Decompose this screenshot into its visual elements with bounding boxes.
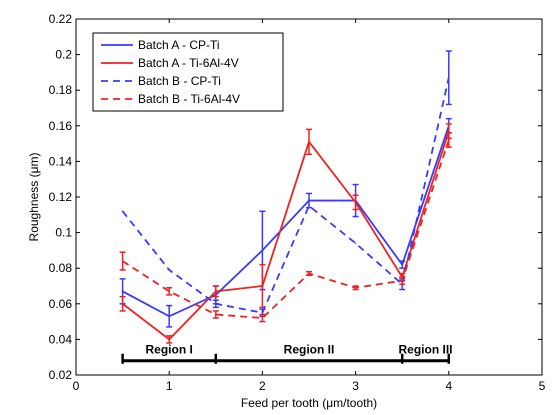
- y-tick-label: 0.1: [55, 226, 72, 240]
- series-2: [119, 123, 452, 344]
- legend-label: Batch A - CP-Ti: [138, 38, 220, 52]
- y-tick-label: 0.16: [49, 119, 73, 133]
- y-tick-label: 0.08: [49, 261, 73, 275]
- x-tick-label: 4: [445, 379, 452, 393]
- y-tick-label: 0.12: [49, 190, 73, 204]
- data-point: [308, 205, 310, 207]
- x-axis-label: Feed per tooth (μm/tooth): [241, 396, 377, 410]
- x-tick-label: 5: [539, 379, 546, 393]
- series-4: [119, 132, 452, 323]
- series-line: [122, 125, 450, 318]
- y-axis-label: Roughness (μm): [27, 153, 41, 242]
- legend-box: [92, 32, 284, 112]
- legend-label: Batch B - Ti-6Al-4V: [138, 92, 240, 106]
- series-line: [122, 130, 450, 341]
- y-tick-label: 0.14: [49, 154, 73, 168]
- data-point: [121, 210, 124, 213]
- region-annotations: Region I Region II Region III: [121, 343, 453, 364]
- y-tick-label: 0.18: [49, 83, 73, 97]
- y-tick-label: 0.22: [49, 12, 73, 26]
- series-group: [119, 50, 452, 344]
- y-tick-label: 0.2: [55, 48, 72, 62]
- region-label: Region III: [399, 343, 453, 357]
- x-tick-label: 0: [73, 379, 80, 393]
- legend-label: Batch A - Ti-6Al-4V: [138, 56, 239, 70]
- y-tick-label: 0.04: [49, 332, 73, 346]
- tick-group: 0 1 2 3 4 5 0.02 0.04 0.06 0.08 0.1 0.12 0.14 0.16 0.1…: [49, 12, 546, 393]
- region-label: Region I: [146, 343, 193, 357]
- legend: Batch A - CP-Ti Batch A - Ti-6Al-4V Batch …: [92, 32, 284, 112]
- legend-label: Batch B - CP-Ti: [138, 74, 221, 88]
- x-tick-label: 1: [166, 379, 173, 393]
- y-tick-label: 0.02: [49, 368, 73, 382]
- data-point: [354, 242, 357, 245]
- y-tick-label: 0.06: [49, 297, 73, 311]
- series-line: [122, 139, 450, 319]
- x-tick-label: 2: [259, 379, 266, 393]
- x-tick-label: 3: [352, 379, 359, 393]
- series-line: [121, 77, 450, 314]
- data-point: [168, 269, 170, 271]
- region-label: Region II: [284, 343, 335, 357]
